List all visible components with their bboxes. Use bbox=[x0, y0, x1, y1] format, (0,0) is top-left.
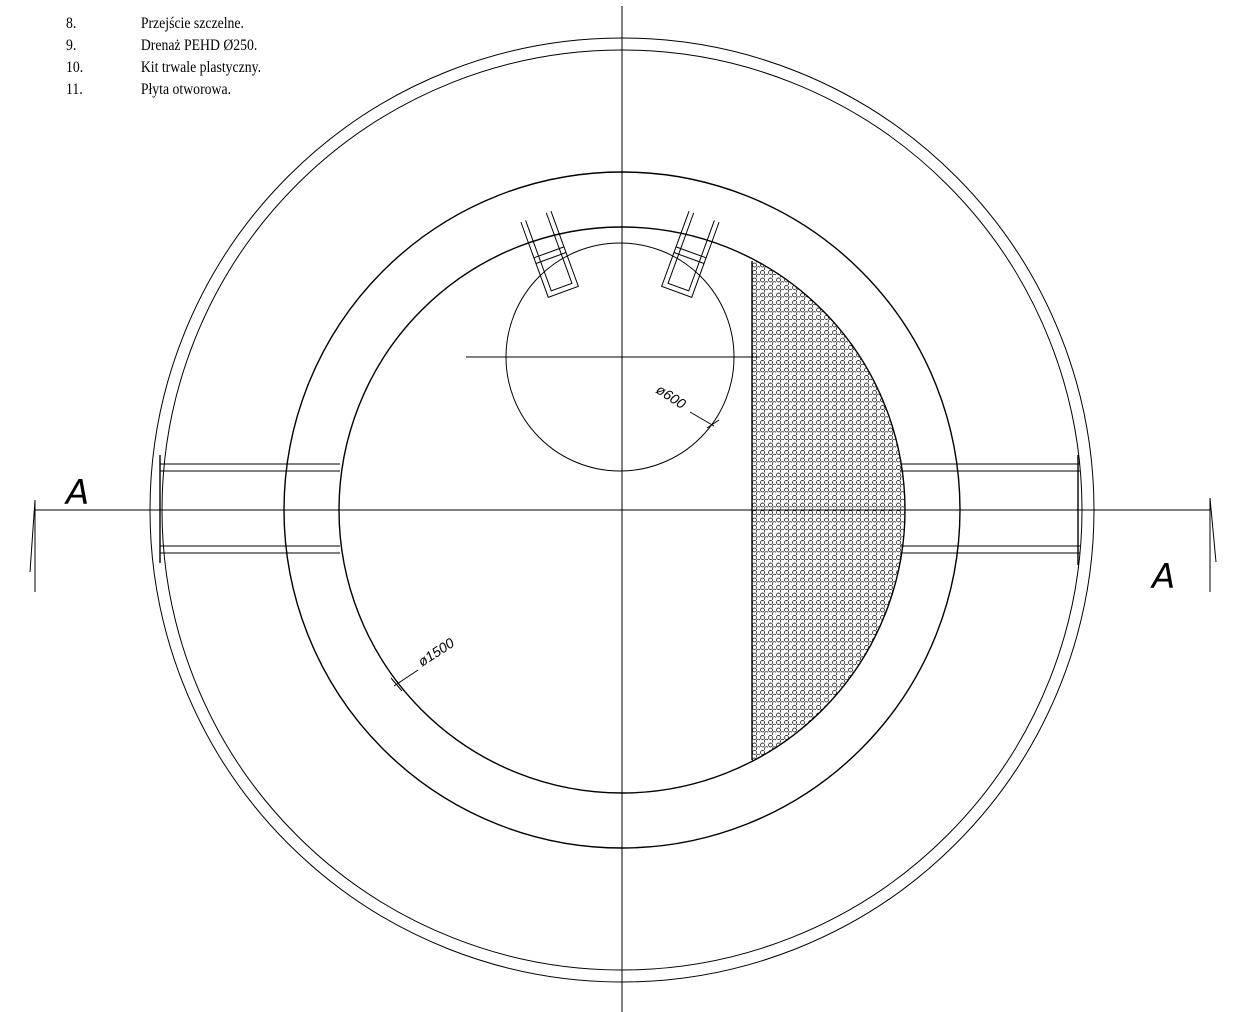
legend-number: 8. bbox=[66, 15, 77, 32]
dimension-600: ø600 bbox=[653, 381, 720, 429]
section-marker-left: A bbox=[29, 473, 89, 592]
section-marker-right: A bbox=[1150, 497, 1217, 597]
legend-number: 11. bbox=[66, 81, 83, 98]
legend-number: 9. bbox=[66, 37, 77, 54]
legend-number: 10. bbox=[66, 59, 84, 76]
section-label-left: A bbox=[64, 473, 89, 513]
legend-text: Kit trwale plastyczny. bbox=[140, 59, 262, 76]
dimension-1500: ø1500 bbox=[390, 634, 457, 692]
left-pipe-passage bbox=[159, 455, 340, 563]
ladder-step-left bbox=[520, 211, 579, 298]
legend: 8. Przejście szczelne. 9. Drenaż PEHD Ø2… bbox=[0, 0, 420, 140]
legend-text: Płyta otworowa. bbox=[140, 81, 232, 98]
dimension-600-text: ø600 bbox=[653, 381, 689, 412]
section-label-right: A bbox=[1150, 557, 1175, 597]
dimension-1500-text: ø1500 bbox=[415, 634, 457, 669]
ladder-step-right bbox=[661, 211, 720, 298]
right-pipe-passage bbox=[901, 455, 1080, 565]
legend-text: Przejście szczelne. bbox=[140, 15, 244, 32]
legend-text: Drenaż PEHD Ø250. bbox=[140, 37, 258, 54]
